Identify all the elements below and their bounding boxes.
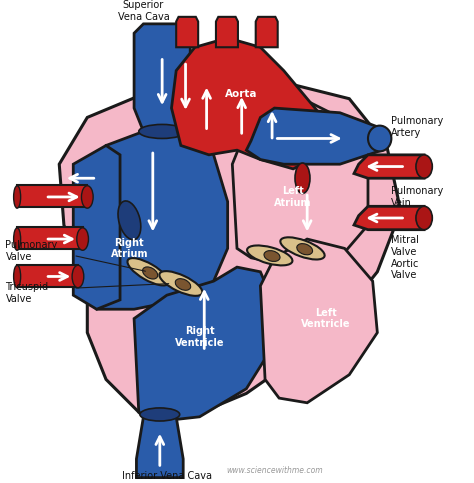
Polygon shape: [246, 108, 382, 164]
Ellipse shape: [264, 251, 280, 261]
Ellipse shape: [128, 258, 169, 285]
Ellipse shape: [72, 265, 84, 288]
Ellipse shape: [14, 228, 21, 250]
Polygon shape: [73, 145, 120, 309]
Ellipse shape: [416, 206, 432, 230]
Text: Superior
Vena Cava: Superior Vena Cava: [118, 0, 169, 22]
Text: Right
Ventricle: Right Ventricle: [175, 327, 224, 348]
Ellipse shape: [143, 267, 158, 279]
Polygon shape: [260, 239, 377, 403]
Ellipse shape: [140, 408, 180, 421]
Polygon shape: [172, 38, 330, 169]
Polygon shape: [134, 24, 190, 131]
Ellipse shape: [118, 201, 141, 240]
Ellipse shape: [416, 155, 432, 178]
Text: Aortic
Valve: Aortic Valve: [392, 259, 420, 280]
Ellipse shape: [295, 163, 310, 193]
Polygon shape: [73, 131, 228, 309]
Text: Left
Atrium: Left Atrium: [274, 186, 312, 208]
Text: Left
Ventricle: Left Ventricle: [301, 308, 351, 329]
Polygon shape: [354, 155, 424, 178]
Text: Right
Atrium: Right Atrium: [110, 238, 148, 259]
Polygon shape: [232, 94, 368, 267]
Ellipse shape: [139, 125, 185, 139]
Polygon shape: [255, 17, 278, 47]
Text: Tricuspid
Valve: Tricuspid Valve: [5, 282, 48, 304]
Polygon shape: [216, 17, 238, 47]
Ellipse shape: [247, 245, 292, 265]
Ellipse shape: [280, 237, 325, 259]
Ellipse shape: [122, 206, 137, 235]
Text: Pulmonary
Vein: Pulmonary Vein: [392, 186, 444, 208]
Polygon shape: [137, 417, 183, 478]
Polygon shape: [17, 227, 82, 249]
Ellipse shape: [14, 265, 21, 288]
Text: Pulmonary
Valve: Pulmonary Valve: [5, 240, 58, 261]
Ellipse shape: [82, 186, 93, 208]
Ellipse shape: [175, 279, 191, 290]
Polygon shape: [17, 185, 87, 207]
Polygon shape: [354, 206, 424, 230]
Ellipse shape: [159, 271, 202, 296]
Text: Pulmonary
Artery: Pulmonary Artery: [392, 116, 444, 138]
Text: Inferior Vena Cava: Inferior Vena Cava: [122, 471, 212, 482]
Polygon shape: [134, 267, 274, 422]
Text: www.sciencewithme.com: www.sciencewithme.com: [226, 466, 323, 475]
Ellipse shape: [297, 243, 312, 255]
Text: Mitral
Valve: Mitral Valve: [392, 235, 419, 257]
Polygon shape: [59, 85, 401, 417]
Polygon shape: [176, 17, 198, 47]
Ellipse shape: [14, 186, 21, 208]
Ellipse shape: [368, 126, 392, 151]
Text: Aorta: Aorta: [226, 89, 258, 99]
Ellipse shape: [77, 228, 89, 250]
Polygon shape: [17, 265, 78, 287]
